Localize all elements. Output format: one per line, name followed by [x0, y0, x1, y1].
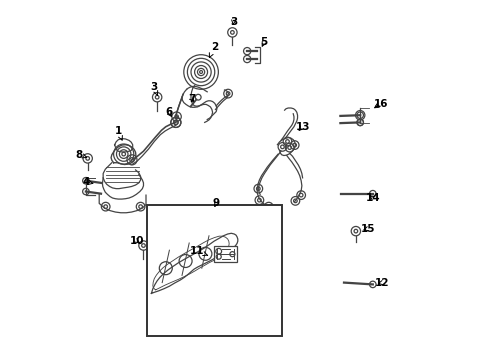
- Text: 1: 1: [115, 126, 122, 140]
- Bar: [215, 246, 237, 262]
- Text: 3: 3: [150, 82, 158, 95]
- Text: 5: 5: [261, 37, 268, 48]
- Text: 6: 6: [165, 107, 172, 117]
- Text: 12: 12: [375, 278, 390, 288]
- Text: 8: 8: [76, 150, 87, 160]
- Text: 10: 10: [130, 236, 144, 246]
- Text: 3: 3: [230, 17, 237, 27]
- Text: 16: 16: [374, 99, 389, 109]
- Text: 14: 14: [366, 193, 380, 203]
- Text: 15: 15: [361, 224, 375, 234]
- Bar: [147, 205, 282, 336]
- Text: 11: 11: [190, 246, 208, 256]
- Text: 4: 4: [82, 177, 93, 187]
- Text: 7: 7: [188, 94, 196, 104]
- Text: 9: 9: [213, 198, 220, 208]
- Text: 2: 2: [209, 42, 218, 58]
- Text: 13: 13: [295, 122, 310, 132]
